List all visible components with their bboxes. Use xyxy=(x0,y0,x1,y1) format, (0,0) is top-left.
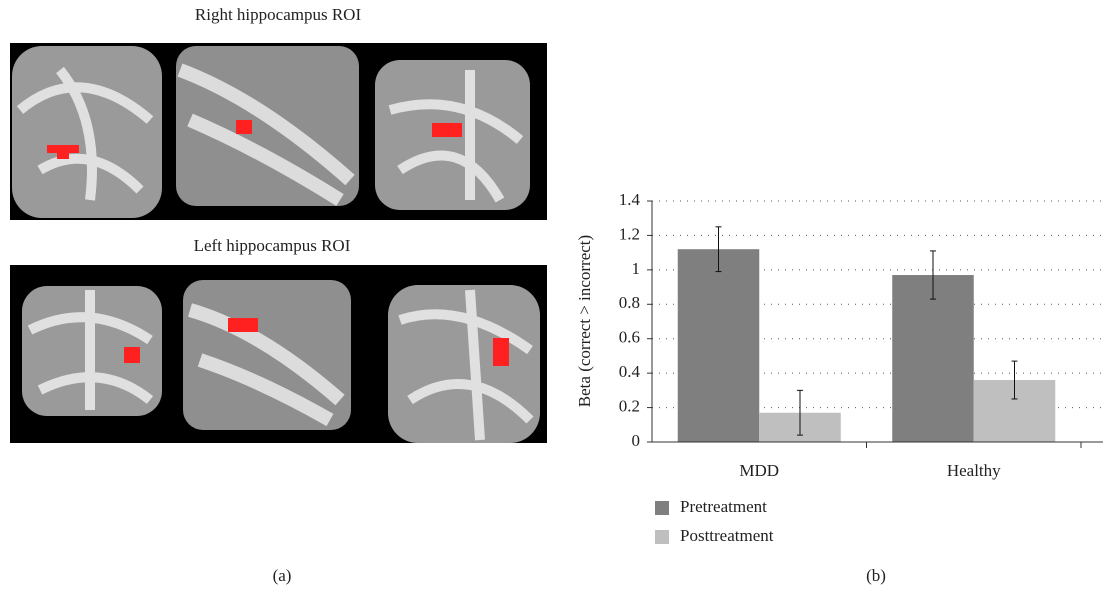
y-tick-label: 0 xyxy=(632,431,641,450)
x-tick-label: MDD xyxy=(739,461,779,480)
legend-label: Pretreatment xyxy=(680,497,767,516)
y-tick-label: 0.4 xyxy=(619,362,641,381)
legend-swatch xyxy=(655,501,669,515)
legend-label: Posttreatment xyxy=(680,526,774,545)
panel-b-label: (b) xyxy=(866,566,886,585)
right-roi-images xyxy=(10,43,547,220)
figure: Right hippocampus ROI Left hippocampus R… xyxy=(0,0,1105,590)
bottom-title: Left hippocampus ROI xyxy=(194,236,351,255)
bar xyxy=(892,275,974,442)
top-title: Right hippocampus ROI xyxy=(195,5,362,24)
bar xyxy=(678,249,760,442)
y-tick-label: 1.2 xyxy=(619,224,640,243)
y-tick-label: 0.2 xyxy=(619,396,640,415)
y-axis-title: Beta (correct > incorrect) xyxy=(575,235,594,407)
y-tick-label: 0.8 xyxy=(619,293,640,312)
panel-a-label: (a) xyxy=(273,566,292,585)
x-tick-label: Healthy xyxy=(947,461,1001,480)
legend-swatch xyxy=(655,530,669,544)
y-tick-label: 0.6 xyxy=(619,328,640,347)
left-roi-images xyxy=(10,265,547,443)
y-tick-label: 1 xyxy=(632,259,641,278)
y-tick-label: 1.4 xyxy=(619,190,641,209)
